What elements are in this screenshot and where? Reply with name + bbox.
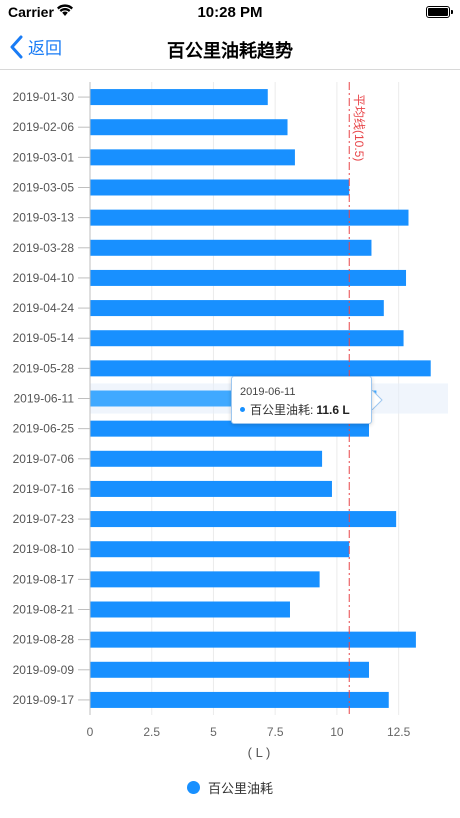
y-tick-label: 2019-07-16 <box>13 482 75 496</box>
y-tick-label: 2019-06-11 <box>14 392 75 406</box>
bar <box>90 119 288 136</box>
y-tick-label: 2019-09-17 <box>13 693 75 707</box>
bar <box>90 149 295 166</box>
bars <box>90 89 431 708</box>
x-tick-label: 7.5 <box>267 725 284 739</box>
x-tick-label: 2.5 <box>143 725 160 739</box>
tooltip-value: 11.6 L <box>316 402 350 417</box>
x-tick-label: 5 <box>210 725 217 739</box>
legend-label: 百公里油耗 <box>207 781 273 796</box>
y-tick-label: 2019-03-13 <box>13 211 75 225</box>
battery-icon <box>426 6 453 18</box>
y-tick-label: 2019-03-01 <box>13 150 75 164</box>
y-tick-label: 2019-07-06 <box>13 452 75 466</box>
bar <box>90 360 431 377</box>
tooltip-series-dot <box>240 407 245 412</box>
carrier-label: Carrier <box>8 4 54 20</box>
y-tick-label: 2019-03-28 <box>13 241 75 255</box>
bar <box>90 601 290 618</box>
bar <box>90 89 268 106</box>
bar <box>90 330 404 347</box>
y-tick-label: 2019-07-23 <box>13 512 75 526</box>
y-axis-labels: 2019-01-30 2019-02-06 2019-03-01 2019-03-05… <box>13 90 90 707</box>
y-tick-label: 2019-06-25 <box>13 422 75 436</box>
y-tick-label: 2019-01-30 <box>13 90 75 104</box>
bar <box>90 269 407 286</box>
bar <box>90 511 397 528</box>
clock-time: 10:28 PM <box>197 4 263 21</box>
bar <box>90 239 372 256</box>
chevron-left-icon <box>10 35 23 58</box>
bar <box>90 691 389 708</box>
legend-marker <box>186 781 200 794</box>
back-button-label: 返回 <box>28 39 62 58</box>
y-tick-label: 2019-05-28 <box>13 361 75 375</box>
bar <box>90 480 332 497</box>
tooltip: 2019-06-11 百公里油耗: 11.6 L <box>231 376 372 424</box>
y-tick-label: 2019-02-06 <box>13 120 75 134</box>
y-tick-label: 2019-05-14 <box>13 331 75 345</box>
bar <box>90 661 369 678</box>
bar <box>90 541 350 558</box>
chart-legend[interactable]: 百公里油耗 <box>0 778 460 797</box>
tooltip-date: 2019-06-11 <box>240 386 296 398</box>
average-line-label: 平均线(10.5) <box>352 94 366 161</box>
navigation-bar: 返回 百公里油耗趋势 <box>0 26 460 70</box>
y-tick-label: 2019-03-05 <box>13 181 75 195</box>
x-tick-label: 10 <box>330 725 344 739</box>
y-tick-label: 2019-08-10 <box>13 542 75 556</box>
x-axis-labels: 0 2.5 5 7.5 10 12.5 <box>87 725 411 739</box>
bar <box>90 571 320 588</box>
fuel-consumption-bar-chart[interactable]: 平均线(10.5) 2019-01-30 2019-02-06 2019-03-01… <box>0 72 460 772</box>
page-title: 百公里油耗趋势 <box>167 41 293 61</box>
bar <box>90 420 369 437</box>
bar <box>90 631 416 648</box>
y-tick-label: 2019-04-24 <box>13 301 75 315</box>
x-axis-title: ( L ) <box>248 745 271 760</box>
x-tick-label: 12.5 <box>387 725 411 739</box>
x-tick-label: 0 <box>87 725 94 739</box>
wifi-icon <box>56 3 74 22</box>
bar <box>90 209 409 226</box>
bar <box>90 179 350 196</box>
y-tick-label: 2019-08-28 <box>13 633 75 647</box>
bar <box>90 450 323 467</box>
bar <box>90 300 384 317</box>
y-tick-label: 2019-04-10 <box>13 271 75 285</box>
tooltip-pointer <box>372 390 383 410</box>
y-tick-label: 2019-08-17 <box>13 572 75 586</box>
back-button[interactable]: 返回 <box>10 34 62 59</box>
y-tick-label: 2019-09-09 <box>13 663 75 677</box>
y-tick-label: 2019-08-21 <box>13 603 75 617</box>
status-bar: Carrier 10:28 PM <box>0 0 460 26</box>
tooltip-series-name: 百公里油耗: <box>250 403 314 417</box>
